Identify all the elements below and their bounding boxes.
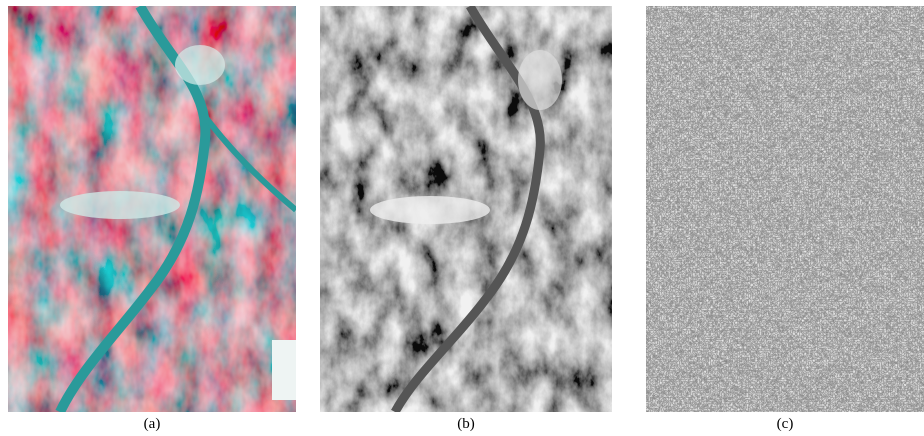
image-b [320, 6, 612, 412]
caption-c: (c) [777, 416, 794, 432]
image-a [8, 6, 296, 412]
figure: (a) (b) (c) [0, 0, 924, 436]
image-c [646, 6, 924, 412]
caption-b: (b) [457, 416, 475, 432]
caption-a: (a) [144, 416, 161, 432]
